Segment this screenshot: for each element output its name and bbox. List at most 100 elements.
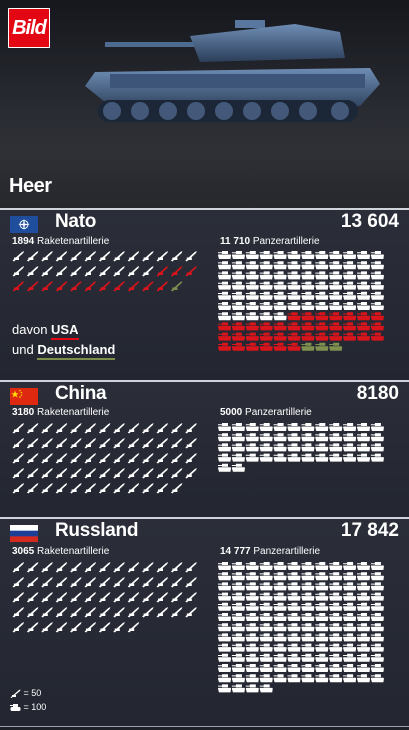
rocket-pictogram: [12, 251, 197, 292]
section-total: 17 842: [340, 520, 399, 541]
tank-icon-other: [218, 653, 231, 662]
tank-icon-other: [259, 582, 273, 591]
tank-icon-other: [218, 251, 231, 259]
tank-icon-usa: [315, 322, 329, 331]
tank-icon-other: [329, 453, 343, 462]
rocket-artillery-icon-other: [55, 483, 68, 494]
tank-icon-other: [329, 623, 343, 632]
tank-icon-usa: [259, 342, 273, 351]
tank-icon-other: [315, 302, 329, 310]
rocket-artillery-icon-other: [70, 251, 82, 262]
tank-icon-other: [231, 463, 245, 472]
tank-icon-other: [287, 433, 301, 442]
rocket-artillery-icon-other: [142, 483, 154, 494]
tank-icon-other: [273, 423, 287, 431]
tank-icon-other: [218, 623, 231, 632]
tank-icon-other: [273, 261, 287, 270]
tank-icon-other: [245, 562, 259, 570]
tank-icon-other: [357, 643, 370, 652]
hero-image: Bild Heer: [0, 0, 409, 208]
rocket-artillery-icon-other: [170, 251, 183, 262]
rocket-artillery-icon-usa: [12, 281, 24, 292]
tank-icon-other: [273, 664, 287, 672]
rocket-artillery-icon-other: [12, 251, 24, 262]
tank-icon-other: [343, 653, 357, 662]
tank-icon-usa: [231, 342, 245, 351]
tank-icon-other: [329, 643, 343, 652]
rocket-artillery-icon-other: [84, 562, 96, 573]
tank-icon-other: [301, 592, 315, 601]
tank-icon-other: [315, 582, 329, 591]
nato-flag-icon: [10, 216, 38, 233]
tank-label-text: Panzerartillerie: [245, 407, 312, 418]
tank-icon-other: [231, 453, 245, 462]
tank-photo-illustration: [85, 20, 380, 122]
tank-icon-other: [370, 302, 384, 310]
tank-icon-other: [259, 261, 273, 270]
tank-icon-other: [273, 251, 287, 259]
tank-icon-deutschland: [329, 342, 343, 351]
rocket-artillery-icon-other: [98, 622, 111, 633]
rocket-artillery-icon-other: [127, 438, 140, 449]
tank-icon-other: [231, 302, 245, 310]
tank-icon-other: [259, 281, 273, 290]
rocket-artillery-icon-other: [26, 592, 39, 603]
rocket-artillery-icon-other: [70, 607, 82, 618]
rocket-artillery-icon-other: [70, 562, 82, 573]
tank-icon-usa: [329, 312, 343, 321]
tank-icon-other: [315, 251, 329, 259]
tank-icon-other: [273, 291, 287, 300]
rocket-icon-grid: [12, 422, 200, 502]
rocket-artillery-icon-other: [113, 562, 125, 573]
tank-icon-other: [259, 674, 273, 683]
tank-icon-other: [370, 271, 384, 280]
rocket-artillery-icon-other: [113, 622, 125, 633]
tank-icon-other: [343, 423, 357, 431]
rocket-artillery-icon-usa: [26, 281, 39, 292]
rocket-artillery-icon-other: [127, 266, 140, 277]
tank-icon-other: [315, 602, 329, 611]
rocket-artillery-icon-other: [55, 577, 68, 588]
tank-icon-other: [287, 602, 301, 611]
rocket-artillery-icon-other: [113, 423, 125, 434]
tank-icon-other: [231, 281, 245, 290]
rocket-artillery-icon-other: [113, 592, 125, 603]
tank-icon-usa: [218, 342, 231, 351]
rocket-artillery-icon-other: [185, 453, 197, 464]
rocket-artillery-icon-other: [41, 251, 53, 262]
section-title: Nato: [55, 211, 97, 232]
tank-icon-other: [329, 271, 343, 280]
rocket-artillery-icon-other: [26, 483, 39, 494]
tank-icon-usa: [370, 332, 384, 341]
hero-title: Heer: [9, 175, 52, 197]
tank-icon-other: [231, 653, 245, 662]
tank-icon-other: [301, 281, 315, 290]
tank-icon-other: [245, 592, 259, 601]
tank-icon-other: [343, 433, 357, 442]
rocket-artillery-icon-other: [41, 438, 53, 449]
rocket-artillery-icon-other: [98, 266, 111, 277]
rocket-label: 1894 Raketenartillerie: [12, 236, 109, 247]
tank-icon-other: [329, 281, 343, 290]
rocket-count: 1894: [12, 236, 35, 247]
rocket-artillery-icon-other: [170, 438, 183, 449]
rocket-artillery-icon-other: [26, 438, 39, 449]
rocket-artillery-icon-other: [12, 438, 24, 449]
tank-icon-other: [357, 281, 370, 290]
tank-pictogram: [218, 423, 384, 472]
rocket-artillery-icon-other: [12, 483, 24, 494]
tank-icon-usa: [357, 322, 370, 331]
rocket-artillery-icon-other: [84, 468, 96, 479]
tank-icon-other: [231, 643, 245, 652]
rocket-artillery-icon-other: [26, 577, 39, 588]
tank-icon-other: [370, 453, 384, 462]
tank-icon-other: [301, 443, 315, 452]
rocket-artillery-icon-usa: [185, 266, 197, 277]
tank-icon-other: [329, 572, 343, 581]
tank-icon-other: [259, 271, 273, 280]
rocket-artillery-icon-other: [84, 592, 96, 603]
rocket-artillery-icon-other: [170, 592, 183, 603]
tank-icon-usa: [287, 332, 301, 341]
rocket-artillery-icon-other: [41, 423, 53, 434]
rocket-artillery-icon-other: [41, 468, 53, 479]
